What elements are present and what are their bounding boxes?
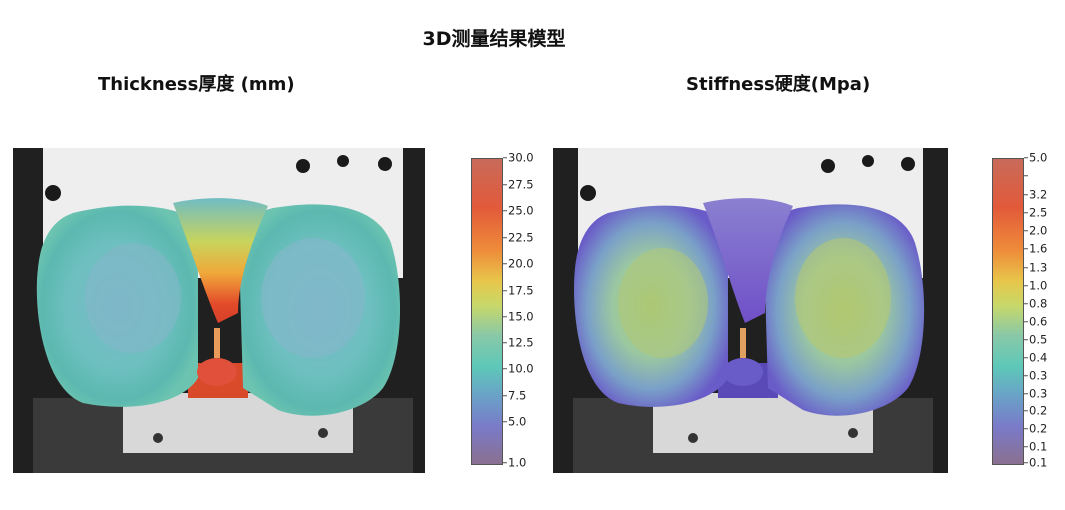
tick-label: 3.2 [1024,189,1047,201]
tick-label: 20.0 [503,258,534,270]
tick-label: 5.0 [503,416,526,428]
stiffness-colorbar [992,158,1024,465]
tick-label: 1.0 [503,457,526,469]
tick-label [1024,170,1029,182]
thickness-panel-title: Thickness厚度 (mm) [98,74,295,95]
tick-label: 17.5 [503,285,534,297]
tick-label: 0.1 [1024,441,1047,453]
tick-label: 0.1 [1024,457,1047,469]
tick-label: 7.5 [503,390,526,402]
tick-label: 0.2 [1024,423,1047,435]
tick-label: 12.5 [503,337,534,349]
tick-label: 30.0 [503,152,534,164]
page-title: 3D测量结果模型 [422,28,566,50]
tick-label: 15.0 [503,311,534,323]
thickness-colorbar [471,158,503,465]
thickness-scan-image [13,148,425,473]
tick-label: 1.3 [1024,262,1047,274]
tick-label: 2.0 [1024,225,1047,237]
stiffness-panel-title: Stiffness硬度(Mpa) [686,74,871,95]
tick-label: 5.0 [1024,152,1047,164]
tick-label: 10.0 [503,363,534,375]
tick-label: 1.0 [1024,280,1047,292]
tick-label: 27.5 [503,179,534,191]
stiffness-colorbar-ticks: 5.0 3.2 2.5 2.0 1.6 1.3 1.0 0.8 0.6 0.5 … [1024,152,1064,468]
tick-label: 0.3 [1024,370,1047,382]
tick-label: 0.3 [1024,388,1047,400]
tick-label: 0.6 [1024,316,1047,328]
tick-label: 25.0 [503,205,534,217]
tick-label: 0.5 [1024,334,1047,346]
tick-label: 22.5 [503,232,534,244]
tick-label: 0.2 [1024,405,1047,417]
tick-label: 0.4 [1024,352,1047,364]
stiffness-scan-image [553,148,948,473]
thickness-colorbar-ticks: 30.0 27.5 25.0 22.5 20.0 17.5 15.0 12.5 … [503,152,543,468]
tick-label: 1.6 [1024,243,1047,255]
tick-label: 0.8 [1024,298,1047,310]
tick-label: 2.5 [1024,207,1047,219]
